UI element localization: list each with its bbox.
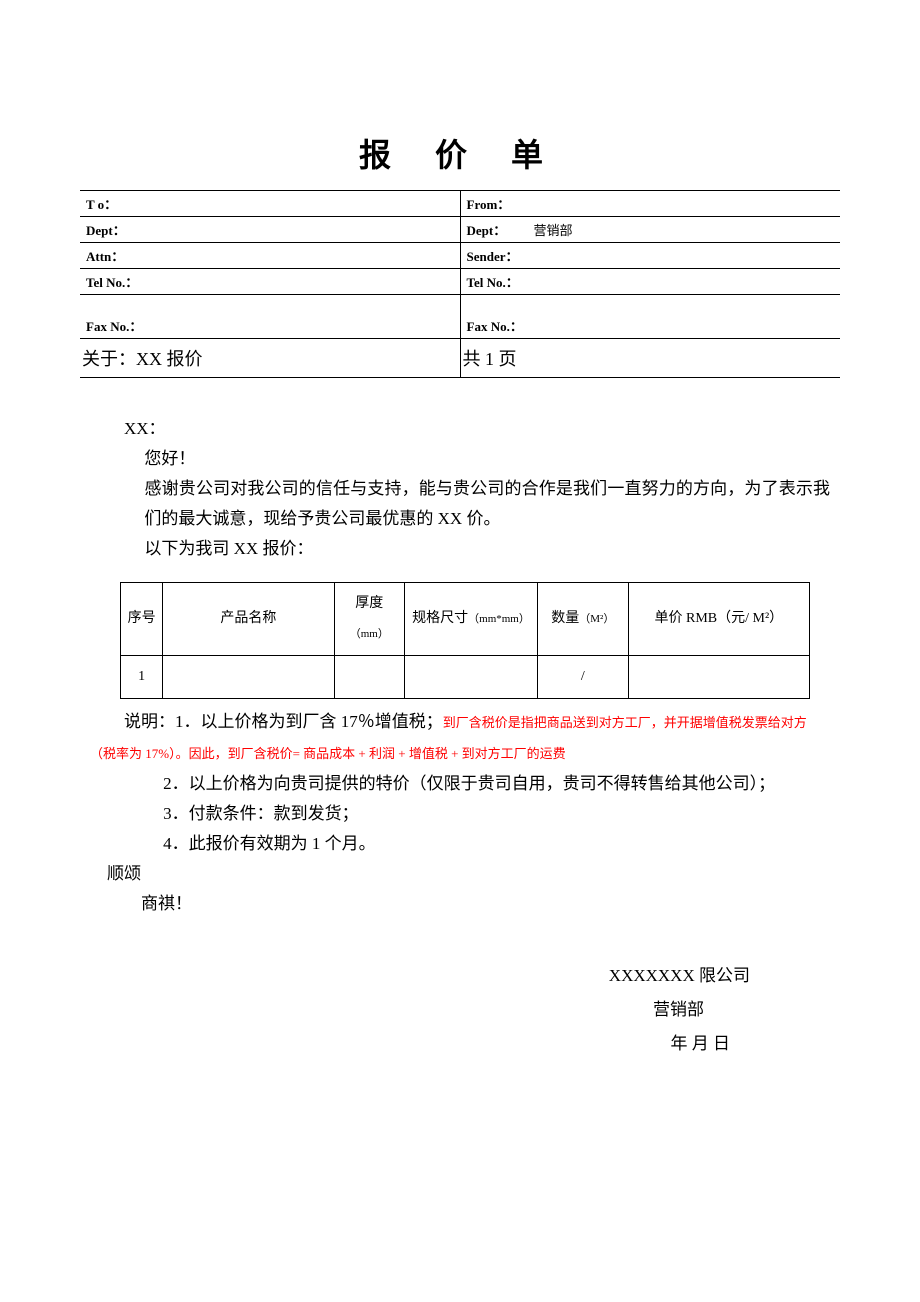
to-label: T o： xyxy=(86,197,117,212)
dept-right-value: 营销部 xyxy=(533,223,572,238)
footer-dept: 营销部 xyxy=(80,993,750,1027)
col-qty: 数量（M²） xyxy=(537,583,628,656)
tel-right-label: Tel No.： xyxy=(467,275,519,290)
footer-company: XXXXXXX 限公司 xyxy=(80,959,750,993)
subject: 关于：XX 报价 xyxy=(80,339,460,378)
note1a: 说明：1．以上价格为到厂含 17％增值税； xyxy=(124,712,443,731)
cell-name xyxy=(163,656,334,699)
col-spec: 规格尺寸（mm*mm） xyxy=(405,583,538,656)
items-table: 序号 产品名称 厚度（mm） 规格尺寸（mm*mm） 数量（M²） 单价 RMB… xyxy=(120,582,810,699)
tel-left-label: Tel No.： xyxy=(86,275,138,290)
note2: 2．以上价格为向贵司提供的特价（仅限于贵司自用，贵司不得转售给其他公司）； xyxy=(90,769,830,799)
col-seq: 序号 xyxy=(121,583,163,656)
closing2: 商祺！ xyxy=(90,889,830,919)
header-table: T o： From： Dept： Dept： 营销部 Attn： Sender：… xyxy=(80,190,840,378)
fax-right-label: Fax No.： xyxy=(467,319,523,334)
col-price: 单价 RMB（元/ M²） xyxy=(628,583,809,656)
sender-label: Sender： xyxy=(467,249,519,264)
p2: 以下为我司 XX 报价： xyxy=(90,534,830,564)
doc-title: 报 价 单 xyxy=(80,130,840,176)
p1: 感谢贵公司对我公司的信任与支持，能与贵公司的合作是我们一直努力的方向，为了表示我… xyxy=(144,479,830,528)
note3: 3．付款条件：款到发货； xyxy=(90,799,830,829)
fax-left-label: Fax No.： xyxy=(86,319,142,334)
note4: 4．此报价有效期为 1 个月。 xyxy=(90,829,830,859)
col-name: 产品名称 xyxy=(163,583,334,656)
footer-date: 年 月 日 xyxy=(80,1027,750,1061)
body-text: XX： 您好！ 感谢贵公司对我公司的信任与支持，能与贵公司的合作是我们一直努力的… xyxy=(80,414,840,919)
cell-seq: 1 xyxy=(121,656,163,699)
cell-thickness xyxy=(334,656,405,699)
pages: 共 1 页 xyxy=(460,339,840,378)
table-row: 1 / xyxy=(121,656,810,699)
attn-label: Attn： xyxy=(86,249,124,264)
col-thickness: 厚度（mm） xyxy=(334,583,405,656)
salutation: XX： xyxy=(90,414,830,444)
cell-qty: / xyxy=(537,656,628,699)
from-label: From： xyxy=(467,197,511,212)
footer-block: XXXXXXX 限公司 营销部 年 月 日 xyxy=(80,959,840,1061)
greeting: 您好！ xyxy=(90,444,830,474)
cell-spec xyxy=(405,656,538,699)
closing1: 顺颂 xyxy=(90,859,830,889)
dept-left-label: Dept： xyxy=(86,223,126,238)
cell-price xyxy=(628,656,809,699)
dept-right-label: Dept： xyxy=(467,223,507,238)
